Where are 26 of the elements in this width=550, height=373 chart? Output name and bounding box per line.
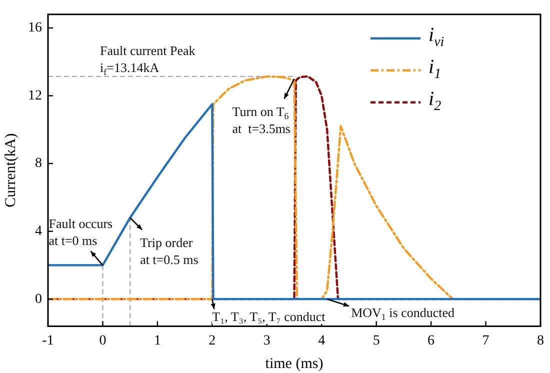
legend-label: i$_{1}$ <box>428 56 442 82</box>
annotation: Fault occurs at t=0 ms <box>48 215 113 250</box>
x-tick-label: 7 <box>482 333 490 348</box>
x-tick-label: 6 <box>428 333 435 348</box>
y-tick-label: 4 <box>35 224 42 239</box>
annotation: Trip order at t=0.5 ms <box>140 234 198 268</box>
x-tick-label: 4 <box>318 333 326 348</box>
annotation: T₁, T₃, T₅, T₇ conduct <box>212 309 326 324</box>
x-tick-label: 0 <box>99 333 106 348</box>
annotation: MOV$_{1}$ is conducted <box>351 305 455 322</box>
y-tick-label: 16 <box>28 20 42 36</box>
legend-label: i$_{vi}$ <box>428 24 444 50</box>
y-tick-label: 12 <box>28 88 42 104</box>
x-tick-label: 2 <box>208 333 216 348</box>
x-tick-label: 5 <box>372 333 380 348</box>
y-axis-title: Current(kA) <box>2 133 19 208</box>
annotation: Turn on T$_{6}$ at t=3.5ms <box>232 102 290 137</box>
x-tick-label: 1 <box>154 333 161 348</box>
legend-label: i$_{2}$ <box>428 88 442 114</box>
y-tick-label: 0 <box>35 292 42 307</box>
x-axis-title: time (ms) <box>265 356 324 372</box>
x-tick-label: -1 <box>42 333 54 348</box>
x-tick-label: 8 <box>537 333 544 348</box>
x-tick-label: 3 <box>263 333 270 348</box>
ref-line-label: Fault current Peak i$_{f}$=13.14kA <box>100 42 196 78</box>
y-tick-label: 8 <box>35 156 42 172</box>
